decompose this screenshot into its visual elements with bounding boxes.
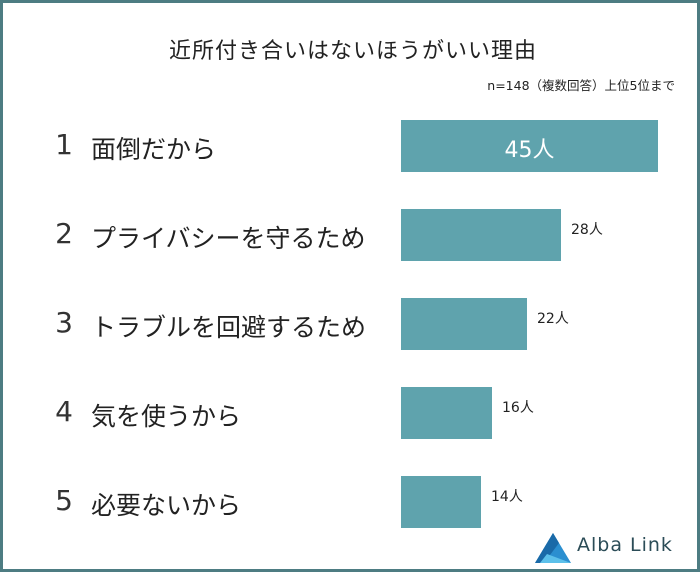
rank-number: 5 — [55, 484, 73, 517]
value-label: 22人 — [537, 311, 569, 327]
value-label: 28人 — [571, 222, 603, 238]
category-label: トラブルを回避するため — [91, 313, 367, 342]
bar — [401, 298, 527, 350]
category-label: 必要ないから — [91, 491, 242, 520]
rank-number: 4 — [55, 395, 73, 428]
bar — [401, 120, 658, 172]
sample-note: n=148（複数回答）上位5位まで — [487, 78, 675, 93]
bar — [401, 476, 481, 528]
category-label: プライバシーを守るため — [91, 224, 366, 253]
rank-number: 3 — [55, 306, 73, 339]
value-label: 14人 — [491, 489, 523, 505]
category-label: 面倒だから — [91, 135, 217, 164]
value-label: 16人 — [502, 400, 534, 416]
category-label: 気を使うから — [91, 402, 242, 431]
value-label: 45人 — [504, 138, 555, 163]
bar — [401, 387, 492, 439]
chart-title: 近所付き合いはないほうがいい理由 — [168, 39, 537, 64]
rank-number: 1 — [55, 128, 73, 161]
brand-name: Alba Link — [577, 534, 673, 556]
bar — [401, 209, 561, 261]
rank-number: 2 — [55, 217, 73, 250]
alba-link-triangle-logo-icon — [535, 533, 571, 563]
